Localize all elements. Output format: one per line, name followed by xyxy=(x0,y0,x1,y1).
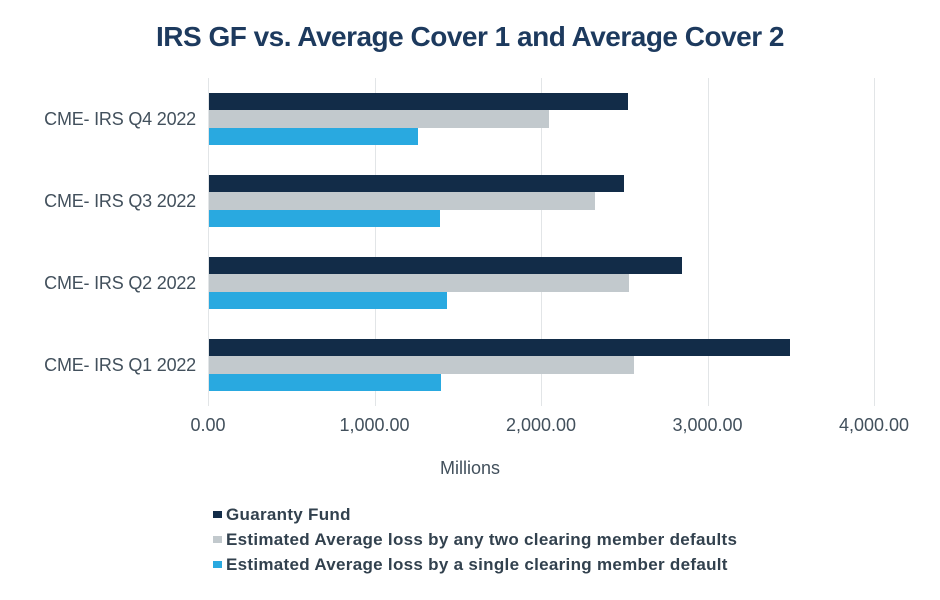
bar xyxy=(209,127,419,146)
legend: Guaranty Fund Estimated Average loss by a… xyxy=(213,502,737,577)
bar xyxy=(209,373,442,392)
bar xyxy=(209,338,790,357)
x-axis-title: Millions xyxy=(439,458,500,478)
legend-item: Guaranty Fund xyxy=(213,502,737,527)
bar xyxy=(209,110,550,128)
gridline xyxy=(541,78,542,406)
y-axis-label: CME- IRS Q1 2022 xyxy=(44,355,196,375)
x-axis-tick-label: 4,000.00 xyxy=(838,415,910,435)
legend-label: Estimated Average loss by any two cleari… xyxy=(226,529,738,549)
legend-item: Estimated Average loss by any two cleari… xyxy=(213,527,737,552)
bar xyxy=(209,92,628,111)
legend-label: Estimated Average loss by a single clear… xyxy=(226,554,728,574)
legend-swatch-icon xyxy=(213,511,222,518)
legend-swatch-icon xyxy=(213,561,222,568)
gridline xyxy=(874,78,875,406)
x-axis: 0.00 1,000.00 2,000.00 3,000.00 4,000.00 xyxy=(0,414,940,438)
x-axis-tick-label: 3,000.00 xyxy=(672,415,743,435)
bar xyxy=(209,256,682,275)
bar xyxy=(209,356,634,374)
y-axis-label: CME- IRS Q2 2022 xyxy=(44,273,196,293)
bar xyxy=(209,291,447,310)
x-axis-tick-label: 0.00 xyxy=(190,415,226,435)
bar xyxy=(209,209,440,228)
gridline xyxy=(708,78,709,406)
gridline xyxy=(208,78,209,406)
bar xyxy=(209,192,595,210)
y-axis: CME- IRS Q4 2022 CME- IRS Q3 2022 CME- IRS… xyxy=(0,78,196,406)
legend-label: Guaranty Fund xyxy=(226,504,351,524)
y-axis-label: CME- IRS Q3 2022 xyxy=(44,191,196,211)
x-axis-tick-label: 1,000.00 xyxy=(339,415,410,435)
plot-area xyxy=(208,78,875,406)
legend-swatch-icon xyxy=(213,536,222,543)
y-axis-label: CME- IRS Q4 2022 xyxy=(44,109,196,129)
chart-title: IRS GF vs. Average Cover 1 and Average C… xyxy=(155,21,785,52)
gridline xyxy=(375,78,376,406)
bar xyxy=(209,274,630,292)
bar xyxy=(209,174,625,193)
x-axis-tick-label: 2,000.00 xyxy=(505,415,577,435)
legend-item: Estimated Average loss by a single clear… xyxy=(213,552,737,577)
